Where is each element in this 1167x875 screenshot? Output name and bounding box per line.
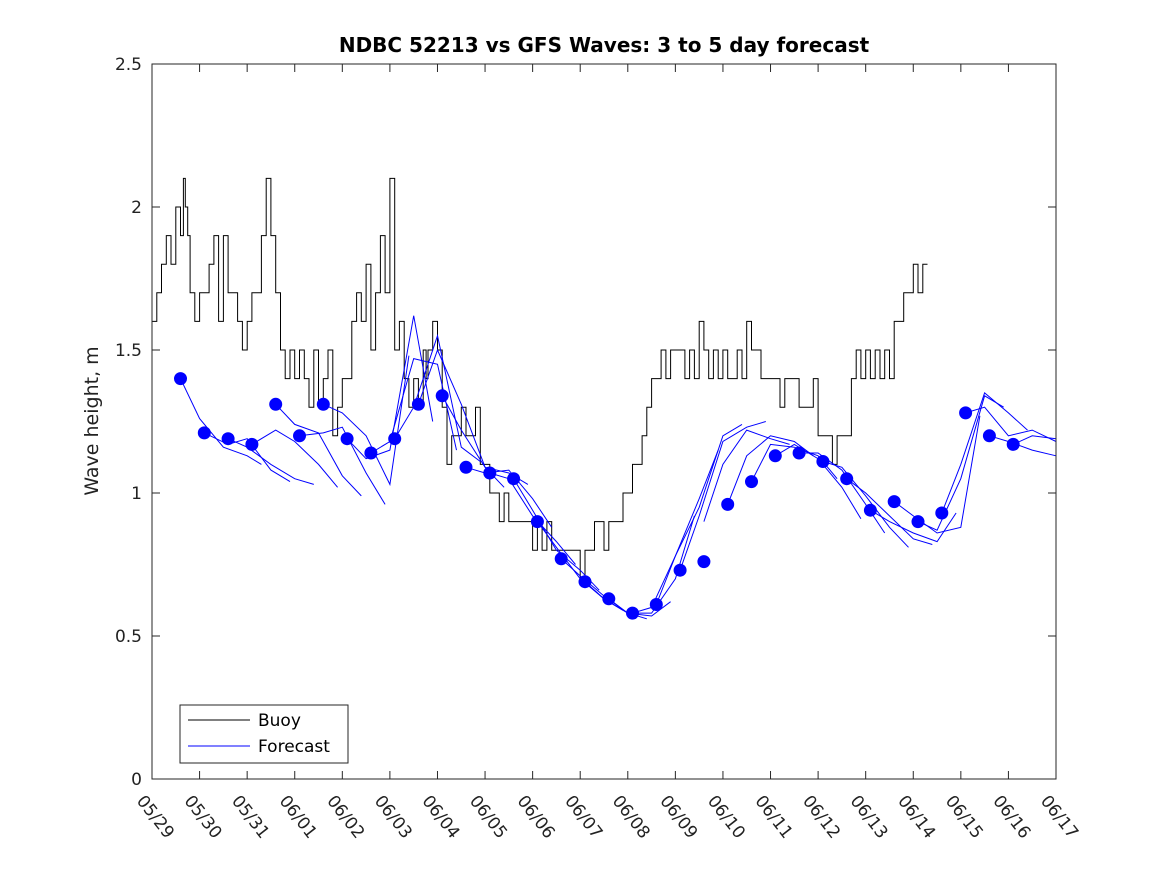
x-tick-label: 06/04 [418,792,464,843]
forecast-marker [197,426,211,440]
forecast-run-line [846,478,933,545]
x-tick-label: 06/12 [798,792,844,843]
forecast-marker [459,460,473,474]
forecast-run-line [180,378,262,465]
forecast-run-line [513,478,600,591]
forecast-marker [483,466,497,480]
forecast-marker [887,495,901,509]
forecast-run-line [679,421,766,571]
x-tick-label: 06/07 [560,792,606,843]
y-tick-label: 1.5 [115,341,142,361]
plot-frame [151,63,1057,780]
x-tick-label: 06/14 [893,792,939,843]
x-tick-label: 06/02 [322,792,368,843]
forecast-run-line [941,392,1028,514]
forecast-marker [721,497,735,511]
forecast-run-line [299,426,386,505]
forecast-marker [530,515,544,529]
forecast-marker [411,397,425,411]
legend: Buoy Forecast [179,704,349,764]
forecast-run-line [394,333,481,462]
forecast-run-line [275,403,362,497]
x-tick-label: 05/31 [227,792,273,843]
y-tick-label: 0.5 [115,627,142,647]
forecast-run-line [465,466,553,528]
forecast-marker [673,563,687,577]
x-tick-label: 06/13 [846,792,892,843]
forecast-run-line [799,452,886,534]
x-tick-label: 05/29 [132,792,178,843]
legend-forecast-label: Forecast [258,737,330,757]
x-tick-label: 06/03 [370,792,416,843]
forecast-run-line [965,406,1057,442]
forecast-marker [840,472,854,486]
forecast-run-line [655,423,743,605]
forecast-marker [388,432,402,446]
forecast-marker [626,606,639,620]
y-axis-label: Wave height, m [81,346,103,495]
forecast-marker [435,389,449,403]
forecast-marker [245,437,259,451]
forecast-marker [554,552,568,566]
forecast-marker [221,432,235,446]
plot-content [152,177,1057,620]
forecast-marker [863,503,877,517]
forecast-run-line [989,435,1057,457]
forecast-run-line [870,509,957,543]
forecast-marker [959,406,973,420]
forecast-marker [745,475,758,489]
forecast-marker [507,472,521,486]
forecast-marker [174,372,187,386]
forecast-marker [269,397,283,411]
y-tick-label: 2 [131,198,142,218]
x-tick-label: 06/17 [1036,792,1082,843]
forecast-run-line [251,429,338,488]
x-tick-label: 06/16 [988,792,1034,843]
forecast-run-line [703,429,790,522]
x-tick-label: 06/15 [941,792,987,843]
forecast-marker [982,429,996,443]
forecast-marker [364,446,378,460]
forecast-marker [697,555,711,569]
forecast-marker [340,432,354,446]
y-tick-label: 1 [131,484,142,504]
forecast-run-line [632,449,719,614]
forecast-marker [578,575,592,589]
forecast-marker [792,446,806,460]
forecast-run-line [489,472,576,565]
forecast-run-line [893,415,981,534]
buoy-line [152,177,928,580]
x-tick-label: 06/09 [655,792,701,843]
x-tick-label: 06/11 [751,792,797,843]
forecast-marker [649,598,663,611]
legend-buoy-label: Buoy [258,711,301,731]
forecast-run-line [227,438,314,485]
forecast-marker [911,515,925,529]
x-tick-label: 06/06 [513,792,559,843]
forecast-run-line [1012,435,1057,445]
forecast-marker [935,506,949,520]
forecast-marker [316,397,330,411]
x-tick-label: 06/01 [275,792,321,843]
x-tick-label: 06/10 [703,792,749,843]
forecast-marker [1006,437,1020,451]
forecast-run-line [822,461,909,548]
legend-box [179,704,349,764]
x-tick-label: 06/05 [465,792,511,843]
forecast-run-line [608,515,695,614]
x-tick-label: 05/30 [180,792,226,843]
forecast-run-line [917,395,1004,531]
forecast-run-line [346,315,434,460]
forecast-marker [768,449,782,463]
forecast-marker [816,455,830,468]
forecast-marker [602,592,616,606]
forecast-marker [293,429,306,443]
x-tick-label: 06/08 [608,792,654,843]
chart-title: NDBC 52213 vs GFS Waves: 3 to 5 day fore… [339,33,870,57]
forecast-run-line [204,432,291,483]
y-tick-label: 0 [131,770,142,790]
forecast-run-line [727,435,814,505]
y-tick-label: 2.5 [115,55,142,75]
